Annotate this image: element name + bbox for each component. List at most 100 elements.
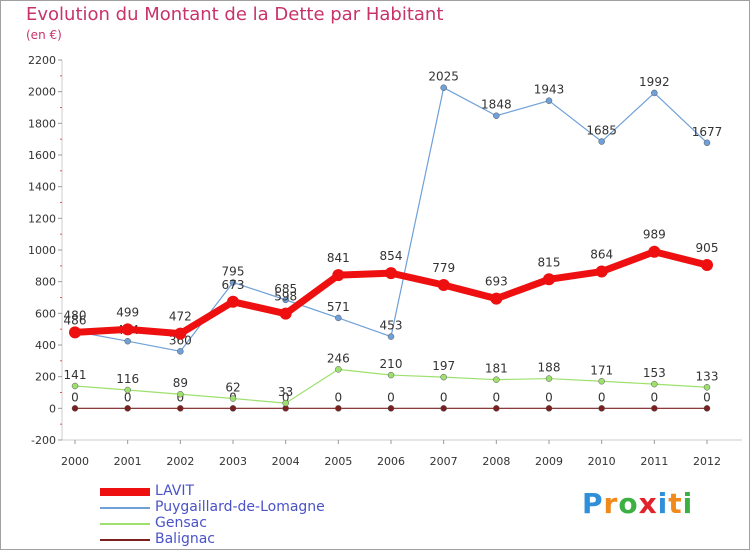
x-tick-label: 2012 bbox=[693, 455, 721, 468]
data-label-gensac: 210 bbox=[380, 357, 403, 371]
data-point-lavit bbox=[121, 323, 134, 336]
legend-label-lavit: LAVIT bbox=[155, 483, 195, 499]
data-point-lavit bbox=[332, 269, 345, 282]
data-point-puygaillard-de-lomagne bbox=[493, 112, 500, 119]
data-label-lavit: 841 bbox=[327, 251, 350, 265]
data-label-puygaillard-de-lomagne: 1685 bbox=[586, 124, 617, 138]
data-point-lavit bbox=[648, 245, 661, 258]
proxiti-logo: Proxiti bbox=[582, 487, 693, 520]
x-tick-label: 2004 bbox=[272, 455, 300, 468]
y-tick-label: 600 bbox=[35, 307, 56, 320]
data-label-gensac: 116 bbox=[116, 372, 139, 386]
data-label-balignac: 0 bbox=[387, 390, 395, 404]
data-point-gensac bbox=[229, 395, 237, 402]
data-label-balignac: 0 bbox=[124, 390, 132, 404]
data-point-lavit bbox=[543, 273, 555, 286]
data-point-lavit bbox=[701, 259, 713, 272]
data-point-puygaillard-de-lomagne bbox=[387, 333, 395, 340]
data-label-balignac: 0 bbox=[598, 390, 606, 404]
data-label-gensac: 197 bbox=[432, 359, 455, 373]
data-label-balignac: 0 bbox=[493, 390, 501, 404]
data-point-gensac bbox=[335, 366, 342, 373]
data-label-puygaillard-de-lomagne: 795 bbox=[222, 264, 245, 278]
chart-subtitle: (en €) bbox=[26, 28, 62, 42]
data-label-puygaillard-de-lomagne: 1943 bbox=[534, 83, 565, 97]
data-label-lavit: 864 bbox=[590, 248, 613, 262]
y-tick-label: 1400 bbox=[28, 181, 56, 194]
x-tick-label: 2003 bbox=[219, 455, 247, 468]
data-point-balignac bbox=[229, 405, 237, 412]
legend-swatch-balignac bbox=[100, 539, 150, 541]
data-point-puygaillard-de-lomagne bbox=[703, 139, 711, 147]
x-tick-label: 2007 bbox=[430, 455, 458, 468]
legend-label-puygaillard-de-lomagne: Puygaillard-de-Lomagne bbox=[155, 499, 325, 515]
data-point-gensac bbox=[124, 386, 131, 394]
data-label-gensac: 33 bbox=[278, 385, 293, 399]
data-label-gensac: 133 bbox=[696, 369, 719, 383]
x-tick-label: 2009 bbox=[535, 455, 563, 468]
logo-letter: P bbox=[582, 487, 604, 520]
x-tick-label: 2000 bbox=[61, 455, 89, 468]
data-label-gensac: 141 bbox=[64, 368, 87, 382]
legend-item-lavit: LAVIT bbox=[100, 483, 380, 500]
data-label-gensac: 246 bbox=[327, 351, 350, 365]
data-point-puygaillard-de-lomagne bbox=[545, 97, 553, 104]
legend-item-balignac: Balignac bbox=[100, 531, 380, 548]
data-label-lavit: 480 bbox=[64, 308, 87, 322]
data-point-puygaillard-de-lomagne bbox=[440, 84, 447, 91]
data-label-balignac: 0 bbox=[651, 390, 659, 404]
y-tick-label: -200 bbox=[31, 434, 56, 447]
data-point-balignac bbox=[545, 405, 553, 412]
data-point-balignac bbox=[703, 405, 711, 412]
data-point-gensac bbox=[387, 371, 395, 379]
data-point-puygaillard-de-lomagne bbox=[282, 296, 289, 304]
data-label-puygaillard-de-lomagne: 486 bbox=[64, 313, 87, 327]
logo-letter: i bbox=[682, 487, 694, 520]
data-label-puygaillard-de-lomagne: 360 bbox=[169, 333, 192, 347]
y-tick-label: 200 bbox=[35, 371, 56, 384]
data-label-balignac: 0 bbox=[282, 390, 290, 404]
logo-letter: r bbox=[603, 487, 619, 520]
legend-label-gensac: Gensac bbox=[155, 515, 207, 531]
data-label-lavit: 673 bbox=[222, 278, 245, 292]
x-tick-label: 2006 bbox=[377, 455, 405, 468]
y-tick-label: 1600 bbox=[28, 149, 56, 162]
y-tick-label: 2000 bbox=[28, 86, 56, 99]
data-label-lavit: 989 bbox=[643, 228, 666, 242]
data-point-puygaillard-de-lomagne bbox=[651, 89, 658, 97]
data-label-puygaillard-de-lomagne: 1848 bbox=[481, 98, 512, 112]
data-point-lavit bbox=[69, 326, 81, 339]
data-point-lavit bbox=[174, 327, 187, 340]
data-label-puygaillard-de-lomagne: 1992 bbox=[639, 75, 670, 89]
data-point-balignac bbox=[651, 405, 658, 412]
x-tick-label: 2010 bbox=[588, 455, 616, 468]
data-point-balignac bbox=[598, 405, 605, 412]
data-point-balignac bbox=[387, 405, 395, 412]
data-point-gensac bbox=[545, 375, 553, 382]
y-tick-label: 0 bbox=[49, 402, 56, 415]
data-label-lavit: 905 bbox=[696, 241, 719, 255]
data-point-gensac bbox=[651, 380, 658, 388]
y-tick-label: 1200 bbox=[28, 212, 56, 225]
data-point-lavit bbox=[385, 267, 397, 280]
data-label-gensac: 153 bbox=[643, 366, 666, 380]
legend-item-puygaillard-de-lomagne: Puygaillard-de-Lomagne bbox=[100, 499, 380, 516]
legend-swatch-gensac bbox=[100, 523, 150, 525]
legend-swatch-lavit bbox=[100, 488, 150, 496]
y-tick-label: 400 bbox=[35, 339, 56, 352]
data-label-gensac: 181 bbox=[485, 362, 508, 376]
data-point-balignac bbox=[124, 405, 131, 412]
chart-title: Evolution du Montant de la Dette par Hab… bbox=[26, 4, 444, 25]
legend-label-balignac: Balignac bbox=[155, 531, 215, 547]
data-label-gensac: 188 bbox=[538, 361, 561, 375]
x-tick-label: 2005 bbox=[324, 455, 352, 468]
data-label-lavit: 693 bbox=[485, 275, 508, 289]
data-point-balignac bbox=[493, 405, 500, 412]
logo-letter: i bbox=[657, 487, 669, 520]
data-point-puygaillard-de-lomagne bbox=[124, 337, 131, 345]
data-point-gensac bbox=[493, 376, 500, 383]
data-label-gensac: 89 bbox=[173, 376, 188, 390]
data-point-lavit bbox=[279, 307, 292, 320]
data-label-puygaillard-de-lomagne: 685 bbox=[274, 282, 297, 296]
